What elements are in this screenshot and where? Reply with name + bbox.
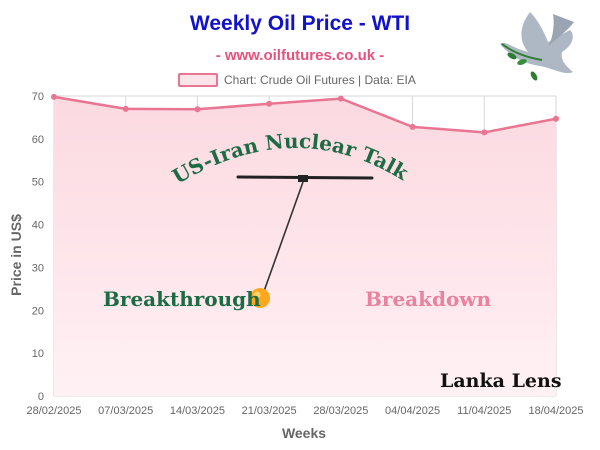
y-tick-labels: 0 10 20 30 40 50 60 70 [32,91,44,403]
area-fill [54,96,556,396]
data-point[interactable] [409,123,416,130]
x-tick-label: 18/04/2025 [528,405,583,417]
sun-ball-icon [250,288,270,308]
data-point[interactable] [337,95,344,102]
dove-icon [500,12,574,81]
data-point[interactable] [266,100,273,107]
annotation-breakdown: Breakdown [365,287,492,311]
x-tick-label: 11/04/2025 [457,405,511,417]
data-point[interactable] [481,129,488,136]
chart-title: Weekly Oil Price - WTI [189,12,411,35]
brand-label: Lanka Lens [440,370,562,392]
legend[interactable]: Chart: Crude Oil Futures | Data: EIA [178,72,416,88]
y-tick-label: 0 [38,391,44,403]
x-tick-label: 28/02/2025 [26,405,81,417]
data-point[interactable] [51,93,57,100]
data-points [51,93,559,136]
area-series [53,95,557,396]
y-tick-label: 50 [32,177,44,189]
chart-subtitle: - www.oilfutures.co.uk - [215,47,385,64]
x-axis-label: Weeks [282,425,326,441]
y-tick-label: 70 [32,91,44,103]
data-point[interactable] [194,106,201,113]
y-tick-label: 40 [32,220,44,232]
legend-swatch [178,73,218,87]
series-line [53,95,557,134]
data-point[interactable] [553,115,559,122]
data-point[interactable] [122,105,129,112]
y-tick-label: 60 [32,134,44,146]
x-tick-label: 14/03/2025 [170,405,225,417]
balance-scale-icon [236,175,374,295]
annotation-breakthrough: Breakthrough [103,287,261,311]
x-tick-labels: 28/02/2025 07/03/2025 14/03/2025 21/03/2025… [26,405,583,417]
y-tick-label: 10 [32,348,44,360]
y-tick-label: 30 [32,262,44,274]
y-tick-label: 20 [32,305,44,317]
x-tick-label: 04/04/2025 [385,405,440,417]
y-axis-label: Price in US$ [8,214,24,296]
x-tick-label: 07/03/2025 [98,405,153,417]
x-tick-label: 21/03/2025 [242,405,297,417]
x-tick-label: 28/03/2025 [313,405,368,417]
legend-label: Chart: Crude Oil Futures | Data: EIA [224,73,416,87]
